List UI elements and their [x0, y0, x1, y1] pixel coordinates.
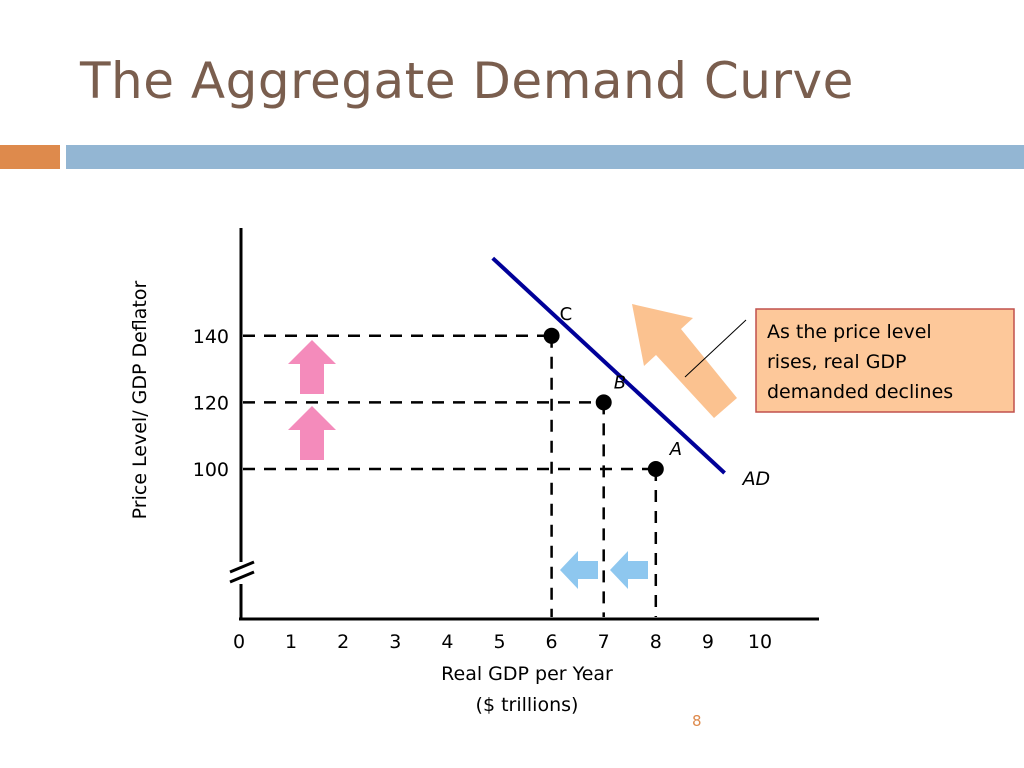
ad-curve-label: AD: [741, 468, 771, 490]
x-tick-label: 0: [233, 631, 245, 653]
x-tick-label: 1: [285, 631, 297, 653]
page-number: 8: [692, 712, 702, 730]
y-tick-label: 120: [193, 392, 229, 414]
x-tick-label: 10: [748, 631, 772, 653]
x-tick-label: 8: [650, 631, 662, 653]
point-a: [647, 461, 664, 477]
x-tick-label: 2: [337, 631, 349, 653]
slide-title: The Aggregate Demand Curve: [80, 52, 854, 110]
x-tick-label: 5: [493, 631, 505, 653]
point-label-c: C: [560, 304, 573, 325]
x-axis-unit: ($ trillions): [476, 694, 579, 716]
header-accent-blue: [66, 145, 1024, 169]
header-accent-orange: [0, 145, 60, 169]
callout-arrow-icon: [632, 304, 737, 418]
gdp-decline-arrow-icon: [610, 551, 648, 589]
price-rise-arrow-icon: [288, 406, 336, 460]
x-tick-label: 6: [546, 631, 558, 653]
point-c: [543, 327, 560, 344]
y-axis-break-icon: [225, 560, 257, 584]
callout-text: As the price level rises, real GDP deman…: [767, 321, 953, 403]
callout-pointer: [684, 319, 747, 378]
point-label-a: A: [669, 439, 682, 460]
ad-curve-layer: AD: [491, 256, 771, 490]
x-tick-label: 7: [598, 631, 610, 653]
point-b: [595, 394, 612, 411]
x-axis-label: Real GDP per Year: [441, 663, 613, 685]
point-label-b: B: [614, 372, 626, 393]
ad-curve: [491, 256, 726, 475]
callout-box: [755, 308, 1015, 413]
x-tick-label: 3: [389, 631, 401, 653]
y-tick-label: 140: [193, 326, 229, 348]
x-tick-label: 4: [441, 631, 453, 653]
tick-labels: 0 1 2 3 4 5 6 7 8 9 10 100 120 140: [193, 326, 772, 653]
price-rise-arrow-icon: [288, 340, 336, 394]
gdp-decline-arrow-icon: [560, 551, 598, 589]
y-tick-label: 100: [193, 459, 229, 481]
guide-lines: [243, 334, 658, 617]
y-axis-label: Price Level/ GDP Deflator: [129, 280, 151, 519]
x-tick-label: 9: [702, 631, 714, 653]
points-layer: C B A: [543, 304, 682, 477]
